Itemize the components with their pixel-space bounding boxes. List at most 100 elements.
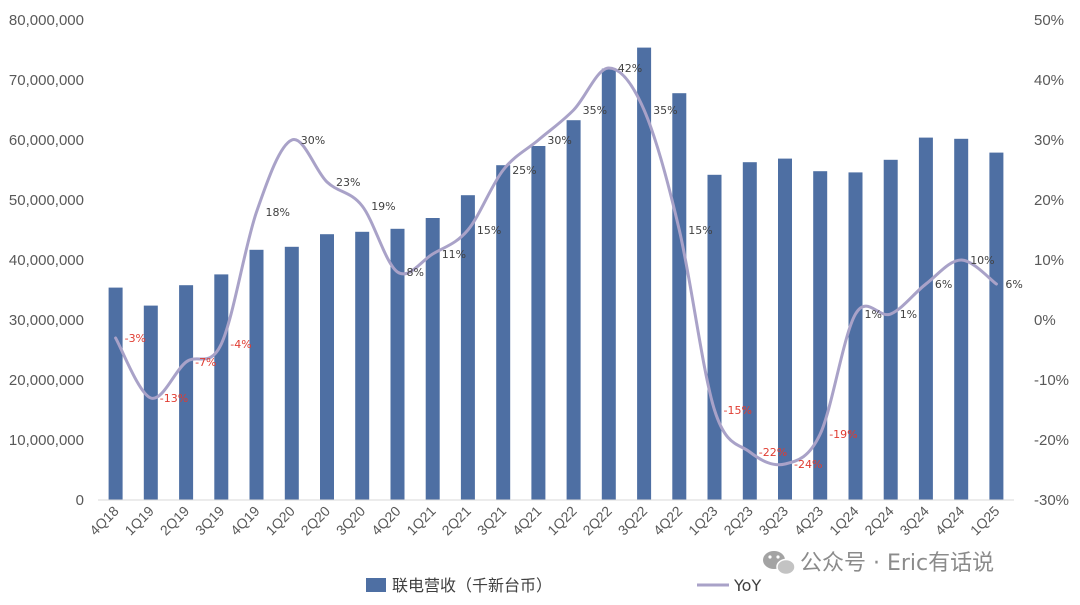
bar-4Q21 bbox=[531, 146, 546, 500]
x-tick-label-3Q24: 3Q24 bbox=[896, 503, 932, 539]
x-tick-label-2Q21: 2Q21 bbox=[438, 503, 474, 539]
right-tick-label: 0% bbox=[1034, 312, 1056, 329]
legend: 联电营收（千新台币） YoY bbox=[366, 576, 761, 595]
right-tick-label: 10% bbox=[1034, 252, 1064, 269]
bar-1Q20 bbox=[284, 246, 299, 500]
bar-4Q22 bbox=[672, 93, 687, 500]
bar-2Q19 bbox=[179, 285, 194, 500]
legend-label-revenue: 联电营收（千新台币） bbox=[392, 576, 552, 595]
revenue-bars bbox=[108, 47, 1004, 501]
yoy-label-1Q21: 11% bbox=[442, 248, 466, 261]
left-tick-label: 40,000,000 bbox=[9, 252, 84, 269]
right-tick-label: -10% bbox=[1034, 372, 1069, 389]
legend-swatch-revenue bbox=[366, 578, 386, 592]
right-tick-label: 20% bbox=[1034, 192, 1064, 209]
x-tick-label-1Q21: 1Q21 bbox=[403, 503, 439, 539]
yoy-label-3Q24: 6% bbox=[935, 278, 952, 291]
bar-1Q19 bbox=[143, 305, 158, 500]
left-tick-label: 30,000,000 bbox=[9, 312, 84, 329]
bar-2Q22 bbox=[601, 68, 616, 500]
x-tick-label-1Q19: 1Q19 bbox=[121, 503, 157, 539]
right-tick-label: 30% bbox=[1034, 132, 1064, 149]
yoy-label-1Q19: -13% bbox=[160, 392, 188, 405]
x-tick-label-3Q21: 3Q21 bbox=[474, 503, 510, 539]
bar-3Q19 bbox=[214, 274, 229, 500]
yoy-label-2Q21: 15% bbox=[477, 224, 501, 237]
bar-1Q22 bbox=[566, 120, 581, 500]
left-tick-label: 60,000,000 bbox=[9, 132, 84, 149]
wechat-icon bbox=[763, 551, 796, 576]
yoy-label-3Q21: 25% bbox=[512, 164, 536, 177]
bar-1Q25 bbox=[989, 152, 1004, 500]
bar-4Q24 bbox=[954, 138, 969, 501]
right-tick-label: -30% bbox=[1034, 492, 1069, 509]
yoy-label-1Q25: 6% bbox=[1005, 278, 1022, 291]
x-tick-label-3Q19: 3Q19 bbox=[192, 503, 228, 539]
yoy-label-1Q20: 30% bbox=[301, 134, 325, 147]
x-tick-label-4Q19: 4Q19 bbox=[227, 503, 263, 539]
bar-4Q23 bbox=[813, 171, 828, 500]
yoy-label-4Q21: 30% bbox=[547, 134, 571, 147]
yoy-label-3Q19: -4% bbox=[230, 338, 251, 351]
yoy-label-2Q19: -7% bbox=[195, 356, 216, 369]
bar-4Q18 bbox=[108, 287, 123, 500]
x-tick-label-1Q23: 1Q23 bbox=[685, 503, 721, 539]
x-tick-label-4Q20: 4Q20 bbox=[368, 503, 404, 539]
x-tick-label-4Q22: 4Q22 bbox=[650, 503, 686, 539]
right-tick-label: 40% bbox=[1034, 72, 1064, 89]
bar-3Q24 bbox=[918, 137, 933, 500]
x-tick-label-1Q25: 1Q25 bbox=[967, 503, 1003, 539]
yoy-label-2Q23: -22% bbox=[759, 446, 787, 459]
yoy-data-labels: -3% -13% -7% -4% 18% 30% 23% 19% 8% 11% 15% 25% 30% 3… bbox=[125, 62, 1023, 471]
x-tick-label-2Q19: 2Q19 bbox=[157, 503, 193, 539]
right-tick-label: 50% bbox=[1034, 12, 1064, 29]
yoy-line-group bbox=[114, 66, 998, 467]
x-tick-label-4Q23: 4Q23 bbox=[791, 503, 827, 539]
x-tick-label-2Q23: 2Q23 bbox=[720, 503, 756, 539]
bar-3Q23 bbox=[778, 158, 792, 500]
x-tick-label-3Q22: 3Q22 bbox=[615, 503, 651, 539]
right-y-axis: -30% -20% -10% 0% 10% 20% 30% 40% 50% bbox=[1034, 12, 1069, 509]
x-tick-label-1Q20: 1Q20 bbox=[262, 503, 298, 539]
yoy-label-4Q19: 18% bbox=[266, 206, 290, 219]
left-tick-label: 50,000,000 bbox=[9, 192, 84, 209]
legend-label-yoy: YoY bbox=[733, 576, 761, 595]
yoy-label-2Q24: 1% bbox=[900, 308, 917, 321]
x-tick-label-3Q23: 3Q23 bbox=[756, 503, 792, 539]
yoy-label-3Q23: -24% bbox=[794, 458, 822, 471]
x-axis: 4Q18 1Q19 2Q19 3Q19 4Q19 1Q20 2Q20 3Q20 4Q20 1Q21… bbox=[86, 499, 1014, 539]
bar-2Q24 bbox=[883, 159, 898, 501]
left-y-axis: 0 10,000,000 20,000,000 30,000,000 40,000,00… bbox=[9, 12, 84, 509]
bar-3Q20 bbox=[355, 231, 370, 501]
yoy-label-4Q24: 10% bbox=[970, 254, 994, 267]
x-tick-label-4Q18: 4Q18 bbox=[86, 503, 122, 539]
bar-4Q20 bbox=[390, 228, 405, 501]
bar-1Q21 bbox=[425, 218, 440, 500]
x-tick-label-4Q21: 4Q21 bbox=[509, 503, 545, 539]
x-tick-label-1Q22: 1Q22 bbox=[544, 503, 580, 539]
left-tick-label: 0 bbox=[76, 492, 84, 509]
yoy-label-2Q20: 23% bbox=[336, 176, 360, 189]
yoy-label-4Q23: -19% bbox=[829, 428, 857, 441]
watermark: 公众号 · Eric有话说 bbox=[763, 551, 994, 576]
bar-2Q20 bbox=[320, 234, 334, 500]
watermark-text: 公众号 · Eric有话说 bbox=[800, 551, 994, 576]
x-tick-label-1Q24: 1Q24 bbox=[826, 503, 862, 539]
yoy-label-4Q20: 8% bbox=[407, 266, 424, 279]
yoy-label-4Q18: -3% bbox=[125, 332, 146, 345]
yoy-label-1Q24: 1% bbox=[865, 308, 882, 321]
yoy-label-3Q22: 35% bbox=[653, 104, 677, 117]
right-tick-label: -20% bbox=[1034, 432, 1069, 449]
x-tick-label-2Q20: 2Q20 bbox=[298, 503, 334, 539]
yoy-label-3Q20: 19% bbox=[371, 200, 395, 213]
left-tick-label: 20,000,000 bbox=[9, 372, 84, 389]
bar-4Q19 bbox=[249, 249, 264, 500]
yoy-line bbox=[114, 66, 998, 467]
bar-1Q24 bbox=[848, 172, 863, 500]
bar-2Q23 bbox=[742, 162, 757, 500]
x-tick-label-2Q22: 2Q22 bbox=[579, 503, 615, 539]
yoy-label-2Q22: 42% bbox=[618, 62, 642, 75]
left-tick-label: 70,000,000 bbox=[9, 72, 84, 89]
